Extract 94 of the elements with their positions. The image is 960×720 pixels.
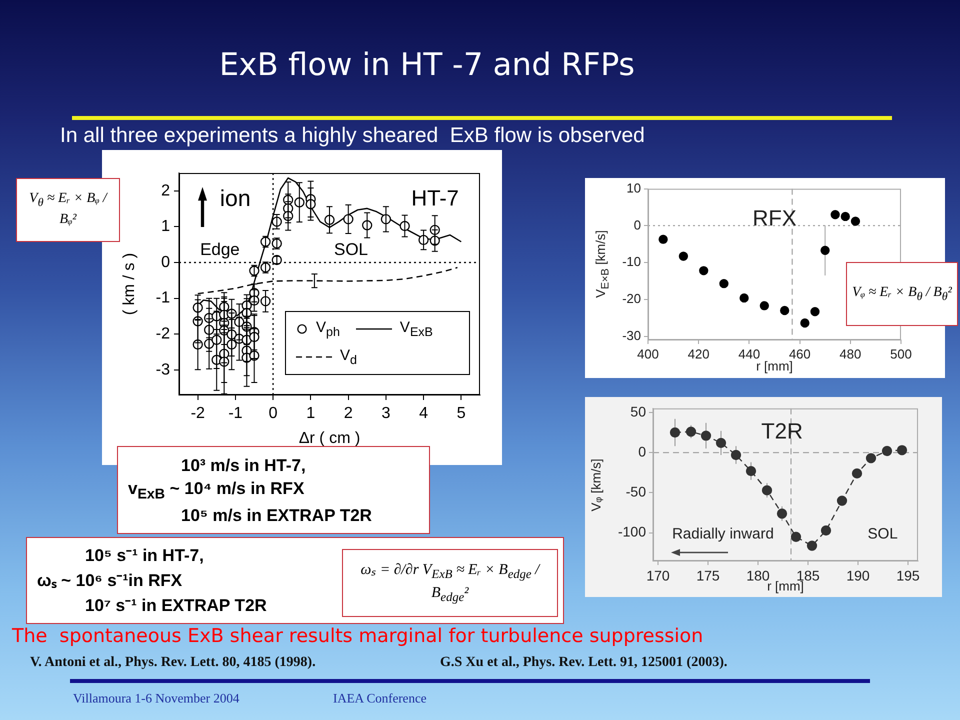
text: V$_{θ}$ ≈ Eᵣ × Bᵩ / Bᵩ² (28, 190, 109, 229)
annotation: Edge (200, 240, 240, 260)
x-tick-label: 175 (696, 567, 720, 584)
x-tick-label: 420 (688, 346, 710, 362)
x-tick-label: -2 (190, 405, 206, 422)
x-tick-label: 190 (846, 567, 870, 584)
y-tick-label: 1 (161, 218, 170, 236)
y-tick-label: 50 (630, 403, 646, 420)
x-tick-label: 0 (268, 405, 278, 422)
text: v$_{ExB}$ ~ 10⁴ m/s in RFX (128, 479, 304, 503)
x-tick-label: 440 (738, 346, 760, 362)
y-tick-label: -100 (618, 524, 646, 540)
legend-label: V$_{ph}$ (316, 319, 340, 339)
text: G.S Xu et al., Phys. Rev. Lett. 91, 125001 (2003). (440, 654, 728, 672)
x-tick-label: 480 (840, 346, 862, 362)
point (719, 278, 728, 288)
text: IAEA Conference (333, 690, 426, 706)
x-tick-label: 180 (746, 567, 770, 584)
point (700, 430, 712, 441)
y-tick-label: 2 (161, 182, 170, 200)
point (658, 234, 668, 244)
point (762, 485, 772, 496)
x-tick-label: 170 (646, 567, 670, 584)
point (678, 252, 688, 261)
point (716, 438, 726, 448)
point (836, 496, 848, 506)
point (699, 266, 708, 276)
text: V. Antoni et al., Phys. Rev. Lett. 80, 4185 (1998). (30, 654, 316, 672)
y-tick-label: -20 (622, 291, 641, 306)
x-tick-label: 500 (890, 346, 912, 362)
y-tick-label: -10 (622, 254, 641, 270)
y-axis-title: ( km / s ) (120, 252, 139, 316)
x-axis-title: Δr ( cm ) (298, 430, 360, 448)
text: 10⁵ s⁻¹ in HT-7, (85, 546, 204, 566)
y-tick-label: -1 (156, 290, 170, 307)
point (840, 212, 850, 222)
x-tick-label: 195 (896, 567, 920, 584)
y-tick-label: -2 (156, 326, 170, 343)
text: ExB flow in HT -7 and RFPs (219, 47, 635, 84)
x-tick-label: -1 (228, 405, 243, 422)
x-tick-label: 5 (456, 405, 466, 422)
point (670, 427, 680, 438)
legend-label: V$_{d}$ (340, 347, 357, 367)
x-tick-label: 1 (306, 405, 316, 422)
point (820, 246, 830, 255)
point (780, 306, 790, 316)
point (882, 446, 892, 456)
text: The spontaneous ExB shear results marginal for turbulence suppression (12, 625, 704, 648)
x-tick-label: 4 (419, 405, 428, 422)
x-tick-label: 460 (788, 346, 811, 362)
point (776, 508, 788, 519)
y-tick-label: 10 (626, 180, 641, 196)
point (820, 525, 832, 536)
text: 10⁵ m/s in EXTRAP T2R (181, 506, 372, 526)
y-tick-label: -30 (622, 328, 641, 343)
y-tick-label: 0 (161, 254, 170, 271)
text: ωₛ = ∂/∂r V$_{ExB}$ ≈ Eᵣ × B$_{edge}$ / B$_{edge}$² (360, 562, 540, 604)
text: ωₛ ~ 10⁶ s⁻¹in RFX (37, 571, 182, 591)
annotation: Vᵩ ≈ Eᵣ × B$_{θ}$ / B$_{θ}$² (852, 284, 952, 304)
point (830, 210, 840, 220)
text: 10³ m/s in HT-7, (181, 456, 306, 476)
x-tick-label: 2 (344, 405, 353, 422)
annotation: SOL (334, 240, 368, 260)
annotation: SOL (868, 524, 898, 542)
text: RFX (752, 204, 796, 230)
x-tick-label: 3 (381, 405, 390, 422)
point (730, 450, 742, 460)
y-tick-label: -50 (626, 484, 646, 500)
point (852, 468, 862, 479)
point (850, 216, 860, 226)
point (686, 426, 696, 437)
point (800, 318, 810, 328)
y-tick-label: 0 (634, 217, 641, 232)
text: HT-7 (411, 185, 459, 211)
point (806, 540, 818, 551)
x-tick-label: 400 (637, 346, 659, 362)
point (760, 301, 769, 310)
x-axis-title: r [mm] (756, 358, 793, 374)
point (746, 466, 756, 476)
point (790, 532, 802, 542)
y-tick-label: -3 (156, 361, 170, 378)
point (810, 307, 820, 316)
y-axis-title: Vᵩ [km/s] (588, 458, 604, 512)
text: Villamoura 1-6 November 2004 (73, 690, 240, 706)
text: T2R (761, 418, 803, 444)
y-tick-label: 0 (638, 443, 646, 460)
annotation: ion (220, 184, 251, 212)
point (740, 293, 749, 303)
point (866, 453, 876, 464)
legend-label: V$_{ExB}$ (400, 319, 433, 339)
point (896, 445, 908, 456)
text: 10⁷ s⁻¹ in EXTRAP T2R (85, 596, 267, 616)
text: In all three experiments a highly sheared ExB flow is observed (60, 124, 645, 148)
annotation: Radially inward (672, 524, 774, 542)
